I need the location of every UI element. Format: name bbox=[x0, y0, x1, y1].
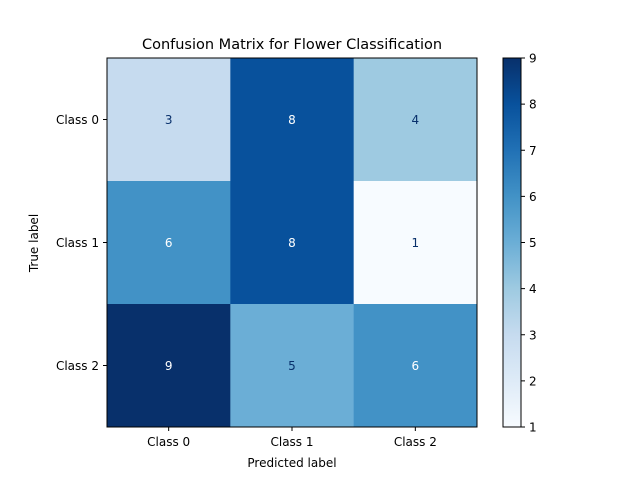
x-tick-label: Class 1 bbox=[270, 435, 313, 449]
cell-value-label: 9 bbox=[165, 359, 173, 373]
cell-value-label: 6 bbox=[412, 359, 420, 373]
heatmap-cells: 3 8 4 6 8 1 9 5 6 bbox=[107, 58, 478, 428]
cell-value-label: 3 bbox=[165, 113, 173, 127]
colorbar-tick-label: 7 bbox=[529, 144, 537, 158]
cell-value-label: 6 bbox=[165, 236, 173, 250]
x-tick-label: Class 2 bbox=[394, 435, 437, 449]
colorbar-tick-label: 3 bbox=[529, 328, 537, 342]
y-tick-label: Class 1 bbox=[56, 236, 99, 250]
y-tick-label: Class 0 bbox=[56, 113, 99, 127]
heatmap-cell-r1-c2 bbox=[353, 181, 478, 305]
heatmap-cell-r0-c2 bbox=[353, 58, 478, 182]
colorbar-tick-label: 1 bbox=[529, 421, 537, 435]
chart-title: Confusion Matrix for Flower Classificati… bbox=[142, 37, 442, 53]
cell-value-label: 1 bbox=[412, 236, 420, 250]
colorbar-tick-label: 4 bbox=[529, 282, 537, 296]
heatmap-cell-r2-c0 bbox=[107, 304, 231, 428]
colorbar-tick-label: 2 bbox=[529, 374, 537, 388]
cell-value-label: 5 bbox=[288, 359, 296, 373]
y-axis-label: True label bbox=[27, 214, 41, 273]
heatmap-cell-r0-c0 bbox=[107, 58, 231, 182]
colorbar-tick-label: 5 bbox=[529, 236, 537, 250]
heatmap-cell-r1-c1 bbox=[230, 181, 355, 305]
heatmap-cell-r2-c2 bbox=[353, 304, 478, 428]
cell-value-label: 8 bbox=[288, 113, 296, 127]
x-axis-label: Predicted label bbox=[247, 456, 336, 470]
colorbar-tick-label: 8 bbox=[529, 98, 537, 112]
colorbar bbox=[502, 57, 522, 428]
colorbar-tick-label: 6 bbox=[529, 190, 537, 204]
cell-value-label: 4 bbox=[412, 113, 420, 127]
colorbar-ticks: 1 2 3 4 5 6 7 8 9 bbox=[521, 52, 537, 435]
colorbar-tick-label: 9 bbox=[529, 52, 537, 66]
heatmap-cell-r0-c1 bbox=[230, 58, 355, 182]
cell-value-label: 8 bbox=[288, 236, 296, 250]
y-tick-label: Class 2 bbox=[56, 359, 99, 373]
x-axis-ticks: Class 0 Class 1 Class 2 bbox=[147, 427, 437, 449]
x-tick-label: Class 0 bbox=[147, 435, 190, 449]
heatmap-cell-r2-c1 bbox=[230, 304, 355, 428]
y-axis-ticks: Class 0 Class 1 Class 2 bbox=[56, 113, 107, 373]
heatmap-cell-r1-c0 bbox=[107, 181, 231, 305]
